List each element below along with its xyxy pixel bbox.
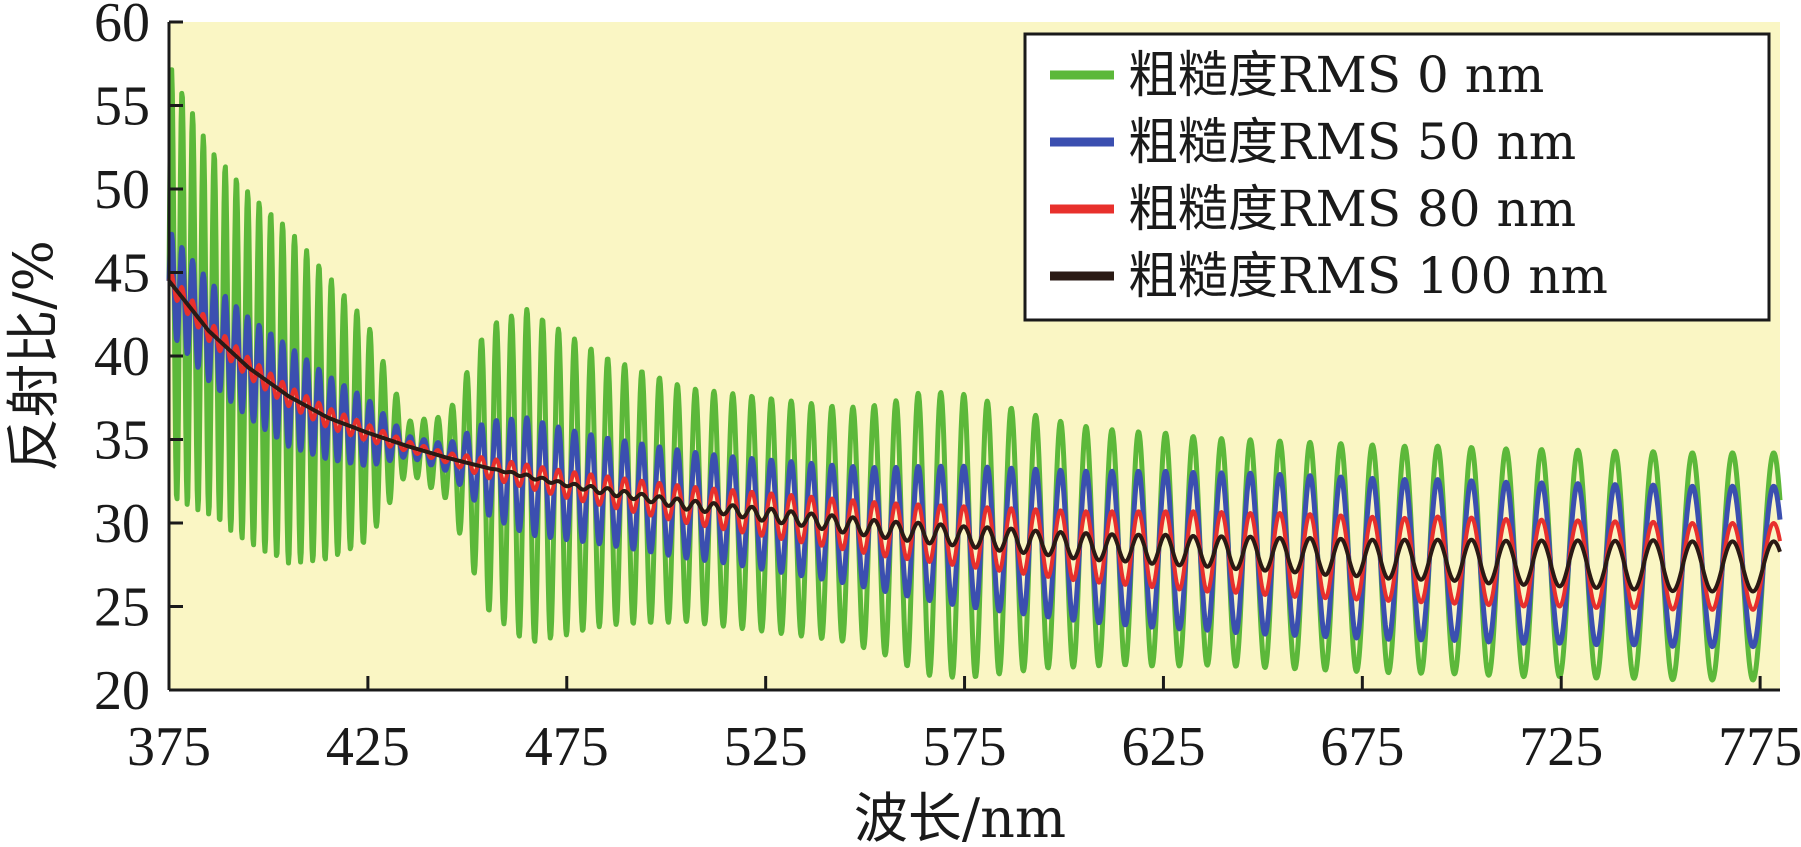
x-tick-label: 725 <box>1519 716 1603 778</box>
x-axis-title: 波长/nm <box>854 787 1066 847</box>
x-tick-label: 475 <box>525 716 609 778</box>
legend-label-0: 粗糙度RMS 0 nm <box>1128 46 1544 104</box>
legend-label-2: 粗糙度RMS 80 nm <box>1128 180 1576 238</box>
y-tick-label: 30 <box>94 493 150 555</box>
x-tick-label: 375 <box>127 716 211 778</box>
legend-item-3: 粗糙度RMS 100 nm <box>1050 247 1608 305</box>
y-tick-label: 50 <box>94 159 150 221</box>
x-tick-label: 425 <box>326 716 410 778</box>
legend: 粗糙度RMS 0 nm 粗糙度RMS 50 nm 粗糙度RMS 80 nm 粗糙… <box>1023 32 1771 322</box>
x-tick-label: 675 <box>1320 716 1404 778</box>
y-axis-title: 反射比/% <box>2 240 65 472</box>
series-layer <box>166 67 1783 683</box>
y-tick-label: 20 <box>94 660 150 722</box>
y-tick-label: 40 <box>94 326 150 388</box>
x-tick-label: 625 <box>1121 716 1205 778</box>
series-line-2 <box>167 271 1782 612</box>
legend-label-1: 粗糙度RMS 50 nm <box>1128 113 1576 171</box>
y-tick-label: 60 <box>94 0 150 54</box>
y-tick-label: 45 <box>94 243 150 305</box>
legend-label-3: 粗糙度RMS 100 nm <box>1128 247 1608 305</box>
x-tick-label: 525 <box>724 716 808 778</box>
x-tick-label: 775 <box>1718 716 1801 778</box>
y-tick-label: 25 <box>94 577 150 639</box>
legend-item-2: 粗糙度RMS 80 nm <box>1050 180 1576 238</box>
x-tick-label: 575 <box>923 716 1007 778</box>
series-line-1 <box>166 231 1783 650</box>
series-line-3 <box>167 279 1782 594</box>
y-tick-label: 55 <box>94 76 150 138</box>
ticks-layer: 375 425 475 525 575 625 675 725 775 20 25 30 35 40 45 5… <box>94 0 1801 778</box>
legend-box <box>1023 32 1771 322</box>
legend-item-0: 粗糙度RMS 0 nm <box>1050 46 1544 104</box>
legend-item-1: 粗糙度RMS 50 nm <box>1050 113 1576 171</box>
y-tick-label: 35 <box>94 410 150 472</box>
